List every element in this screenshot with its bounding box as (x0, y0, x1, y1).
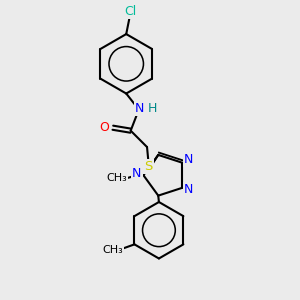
Text: H: H (147, 102, 157, 115)
Text: N: N (132, 167, 142, 180)
Text: N: N (184, 153, 194, 166)
Text: N: N (135, 102, 144, 115)
Text: O: O (100, 121, 110, 134)
Text: Cl: Cl (124, 5, 137, 18)
Text: S: S (144, 160, 153, 173)
Text: CH₃: CH₃ (103, 245, 123, 255)
Text: CH₃: CH₃ (106, 173, 127, 183)
Text: N: N (184, 183, 194, 196)
